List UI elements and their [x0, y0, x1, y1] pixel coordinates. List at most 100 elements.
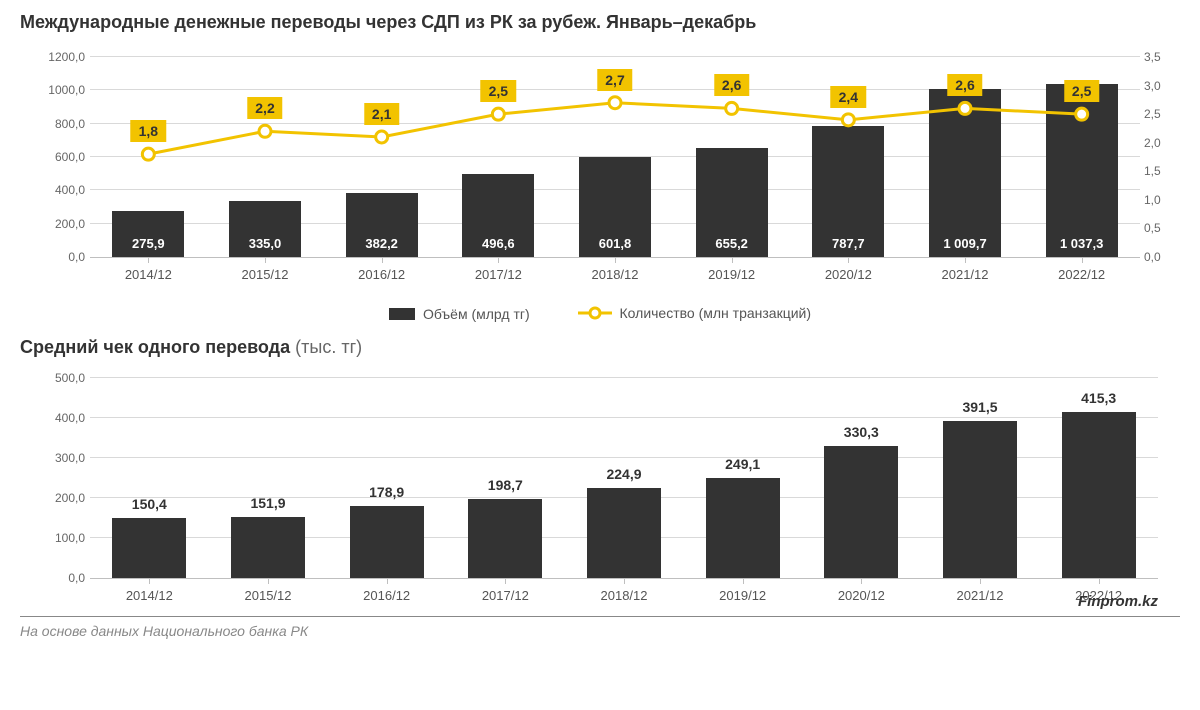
bar-value-label: 391,5 — [962, 399, 997, 415]
bar-value-label: 150,4 — [132, 496, 167, 512]
line-value-badge: 2,2 — [247, 97, 282, 119]
legend-swatch-line — [578, 306, 612, 320]
footer-rule — [20, 616, 1180, 617]
bar: 415,3 — [1062, 412, 1136, 578]
x-tick — [148, 257, 149, 263]
bar-value-label: 224,9 — [606, 466, 641, 482]
y-right-tick: 3,0 — [1144, 79, 1182, 93]
x-axis-label: 2014/12 — [125, 267, 172, 282]
x-tick — [1082, 257, 1083, 263]
y-left-tick: 400,0 — [30, 183, 85, 197]
x-tick — [149, 578, 150, 584]
bar-value-label: 415,3 — [1081, 390, 1116, 406]
x-tick — [265, 257, 266, 263]
x-axis-label: 2016/12 — [358, 267, 405, 282]
x-tick — [505, 578, 506, 584]
bar: 335,0 — [229, 201, 301, 257]
x-axis-label: 2019/12 — [708, 267, 755, 282]
x-axis-label: 2014/12 — [126, 588, 173, 603]
legend-swatch-bar — [389, 308, 415, 320]
brand-label: Finprom.kz — [1078, 593, 1158, 610]
bar: 655,2 — [696, 148, 768, 257]
bar: 1 009,7 — [929, 89, 1001, 257]
y-right-tick: 0,0 — [1144, 250, 1182, 264]
y-left-tick: 1000,0 — [30, 83, 85, 97]
x-tick — [624, 578, 625, 584]
x-axis-label: 2022/12 — [1058, 267, 1105, 282]
y-right-tick: 1,0 — [1144, 193, 1182, 207]
y-left-tick: 500,0 — [30, 371, 85, 385]
x-tick — [615, 257, 616, 263]
bar-value-label: 496,6 — [462, 236, 534, 251]
chart1-title: Международные денежные переводы через СД… — [20, 12, 1180, 33]
gridline — [90, 417, 1158, 418]
bar-value-label: 382,2 — [346, 236, 418, 251]
bar: 601,8 — [579, 157, 651, 257]
x-axis-label: 2018/12 — [601, 588, 648, 603]
x-axis-label: 2021/12 — [942, 267, 989, 282]
bar: 178,9 — [350, 506, 424, 578]
bar: 198,7 — [468, 499, 542, 578]
gridline — [90, 377, 1158, 378]
y-left-tick: 1200,0 — [30, 50, 85, 64]
y-right-tick: 2,0 — [1144, 136, 1182, 150]
bar: 496,6 — [462, 174, 534, 257]
line-value-badge: 2,6 — [947, 74, 982, 96]
bar: 150,4 — [112, 518, 186, 578]
chart1-legend: Объём (млрд тг) Количество (млн транзакц… — [20, 305, 1180, 323]
chart2-plot: 0,0100,0200,0300,0400,0500,0150,42014/12… — [90, 378, 1158, 579]
bar: 330,3 — [824, 446, 898, 578]
legend-item-line: Количество (млн транзакций) — [578, 305, 812, 321]
bar: 391,5 — [943, 421, 1017, 578]
x-axis-label: 2019/12 — [719, 588, 766, 603]
bar-value-label: 335,0 — [229, 236, 301, 251]
line-value-badge: 2,1 — [364, 103, 399, 125]
x-axis-label: 2015/12 — [245, 588, 292, 603]
x-axis-label: 2017/12 — [475, 267, 522, 282]
line-value-badge: 2,5 — [1064, 80, 1099, 102]
x-tick — [382, 257, 383, 263]
x-tick — [861, 578, 862, 584]
x-tick — [980, 578, 981, 584]
x-axis-label: 2015/12 — [242, 267, 289, 282]
bar: 224,9 — [587, 488, 661, 578]
x-tick — [498, 257, 499, 263]
x-tick — [743, 578, 744, 584]
x-axis-label: 2017/12 — [482, 588, 529, 603]
chart1: 0,0200,0400,0600,0800,01000,01200,00,00,… — [20, 39, 1180, 297]
y-left-tick: 100,0 — [30, 531, 85, 545]
line-value-badge: 1,8 — [131, 120, 166, 142]
x-tick — [732, 257, 733, 263]
x-tick — [1099, 578, 1100, 584]
x-tick — [387, 578, 388, 584]
chart2: 0,0100,0200,0300,0400,0500,0150,42014/12… — [20, 364, 1180, 612]
bar-value-label: 1 009,7 — [929, 236, 1001, 251]
bar-value-label: 249,1 — [725, 456, 760, 472]
legend-label-bar: Объём (млрд тг) — [423, 306, 530, 322]
line-value-badge: 2,7 — [597, 69, 632, 91]
y-left-tick: 300,0 — [30, 451, 85, 465]
bar-value-label: 787,7 — [812, 236, 884, 251]
y-left-tick: 200,0 — [30, 491, 85, 505]
bar-value-label: 178,9 — [369, 484, 404, 500]
bar-value-label: 275,9 — [112, 236, 184, 251]
line-value-badge: 2,6 — [714, 74, 749, 96]
bar-value-label: 330,3 — [844, 424, 879, 440]
line-value-badge: 2,4 — [831, 86, 866, 108]
y-left-tick: 600,0 — [30, 150, 85, 164]
y-left-tick: 800,0 — [30, 117, 85, 131]
x-tick — [848, 257, 849, 263]
y-right-tick: 1,5 — [1144, 164, 1182, 178]
bar: 1 037,3 — [1046, 84, 1118, 257]
x-axis-label: 2016/12 — [363, 588, 410, 603]
bar: 249,1 — [706, 478, 780, 578]
legend-label-line: Количество (млн транзакций) — [620, 305, 812, 321]
line-value-badge: 2,5 — [481, 80, 516, 102]
bar: 787,7 — [812, 126, 884, 257]
y-right-tick: 3,5 — [1144, 50, 1182, 64]
x-tick — [268, 578, 269, 584]
gridline — [90, 56, 1140, 57]
bar-value-label: 601,8 — [579, 236, 651, 251]
x-axis-label: 2020/12 — [838, 588, 885, 603]
bar-value-label: 151,9 — [250, 495, 285, 511]
